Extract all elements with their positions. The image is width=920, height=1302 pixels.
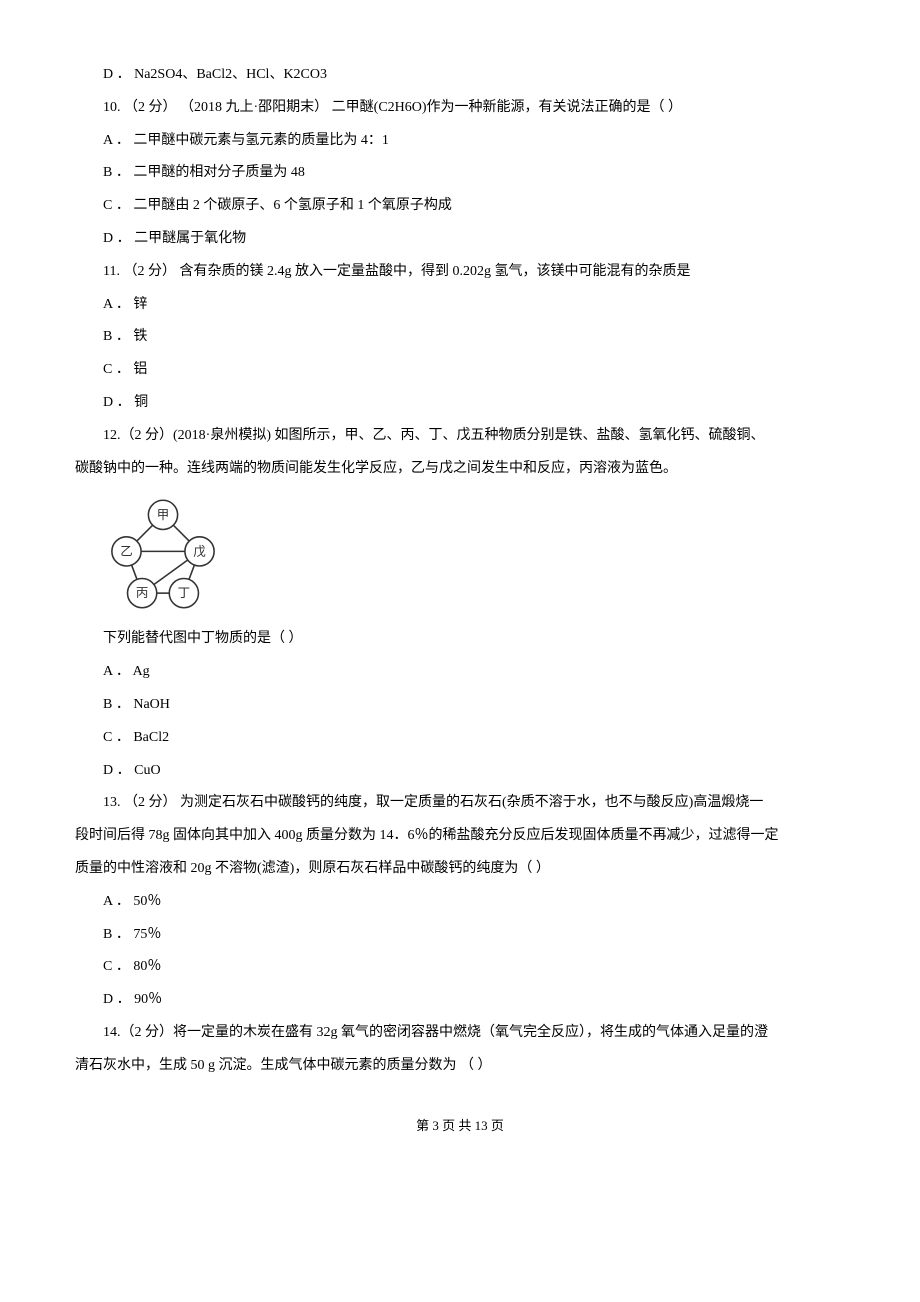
q10-stem: 10. （2 分） （2018 九上·邵阳期末） 二甲醚(C2H6O)作为一种新… [75,93,845,124]
svg-text:乙: 乙 [120,545,133,559]
svg-text:丙: 丙 [136,586,149,600]
q12-option-d: D ． CuO [75,756,845,787]
q11-option-b: B ． 铁 [75,322,845,353]
q13-stem-line3: 质量的中性溶液和 20g 不溶物(滤渣)，则原石灰石样品中碳酸钙的纯度为（ ） [75,854,845,885]
q13-stem-line2: 段时间后得 78g 固体向其中加入 400g 质量分数为 14．6％的稀盐酸充分… [75,821,845,852]
q13-option-c: C ． 80％ [75,952,845,983]
q12-option-a: A ． Ag [75,657,845,688]
q9-option-d: D ． Na2SO4、BaCl2、HCl、K2CO3 [75,60,845,91]
q14-stem-line1: 14.（2 分）将一定量的木炭在盛有 32g 氧气的密闭容器中燃烧（氧气完全反应… [75,1018,845,1049]
q12-stem-line2: 碳酸钠中的一种。连线两端的物质间能发生化学反应，乙与戊之间发生中和反应，丙溶液为… [75,454,845,485]
q13-option-b: B ． 75％ [75,920,845,951]
q13-stem-line1: 13. （2 分） 为测定石灰石中碳酸钙的纯度，取一定质量的石灰石(杂质不溶于水… [75,788,845,819]
q10-option-c: C ． 二甲醚由 2 个碳原子、6 个氢原子和 1 个氧原子构成 [75,191,845,222]
q10-option-d: D ． 二甲醚属于氧化物 [75,224,845,255]
page-footer: 第 3 页 共 13 页 [75,1112,845,1141]
q14-stem-line2: 清石灰水中，生成 50 g 沉淀。生成气体中碳元素的质量分数为 （ ） [75,1051,845,1082]
q12-stem-line1: 12.（2 分）(2018·泉州模拟) 如图所示，甲、乙、丙、丁、戊五种物质分别… [75,421,845,452]
q13-option-a: A ． 50％ [75,887,845,918]
svg-text:甲: 甲 [157,508,170,522]
q11-stem: 11. （2 分） 含有杂质的镁 2.4g 放入一定量盐酸中，得到 0.202g… [75,257,845,288]
q12-option-c: C ． BaCl2 [75,723,845,754]
q11-option-c: C ． 铝 [75,355,845,386]
svg-text:戊: 戊 [193,545,206,559]
q10-option-b: B ． 二甲醚的相对分子质量为 48 [75,158,845,189]
q11-option-d: D ． 铜 [75,388,845,419]
q11-option-a: A ． 锌 [75,290,845,321]
q13-option-d: D ． 90％ [75,985,845,1016]
svg-text:丁: 丁 [178,586,191,600]
q12-post: 下列能替代图中丁物质的是（ ） [75,624,845,655]
q12-diagram: 甲乙 戊丙 丁 [103,494,845,614]
q10-option-a: A ． 二甲醚中碳元素与氢元素的质量比为 4：1 [75,126,845,157]
q12-option-b: B ． NaOH [75,690,845,721]
